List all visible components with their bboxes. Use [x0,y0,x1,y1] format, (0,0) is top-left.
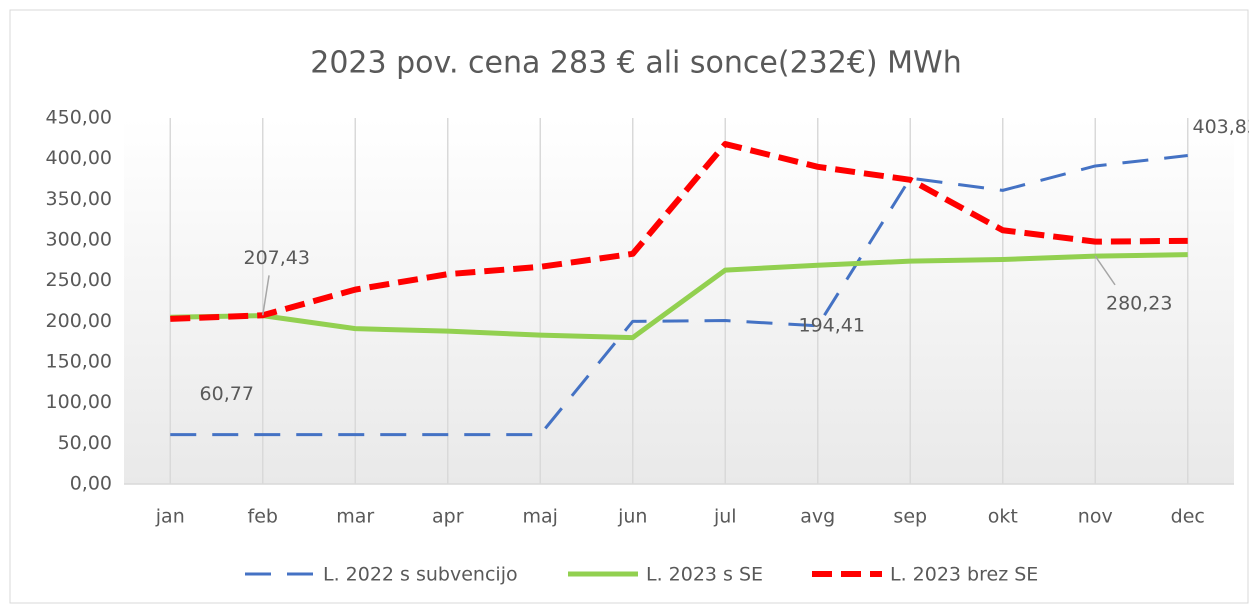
x-tick-label: jul [713,506,737,528]
series-line [170,252,1188,341]
legend-label: L. 2022 s subvencijo [323,564,518,586]
y-tick-label: 450,00 [46,107,112,129]
data-label: 403,83 [1193,116,1249,138]
x-tick-label: nov [1078,506,1113,528]
series-line [170,154,1188,437]
y-tick-label: 200,00 [46,310,112,332]
x-tick-label: maj [523,506,558,528]
y-tick-label: 150,00 [46,351,112,373]
y-tick-label: 100,00 [46,391,112,413]
data-label: 194,41 [799,314,865,336]
series-line [170,141,1188,322]
data-label: 280,23 [1106,293,1172,315]
y-tick-label: 300,00 [46,229,112,251]
y-tick-label: 400,00 [46,147,112,169]
data-label: 60,77 [200,383,254,405]
y-tick-label: 50,00 [58,432,112,454]
legend-label: L. 2023 brez SE [890,564,1038,586]
data-label: 207,43 [244,247,310,269]
x-tick-label: mar [336,506,374,528]
y-tick-label: 0,00 [70,473,112,495]
leader-line [1094,255,1116,286]
leader-line [262,275,270,316]
legend-label: L. 2023 s SE [646,564,763,586]
x-tick-label: dec [1171,506,1205,528]
x-tick-label: apr [432,506,464,528]
x-tick-label: feb [248,506,278,528]
x-tick-label: jun [617,506,647,528]
y-tick-label: 350,00 [46,188,112,210]
chart-title: 2023 pov. cena 283 € ali sonce(232€) MWh [310,46,961,81]
x-tick-label: okt [988,506,1018,528]
x-tick-label: avg [800,506,835,528]
x-tick-label: sep [893,506,927,528]
y-tick-label: 250,00 [46,269,112,291]
x-tick-label: jan [155,506,185,528]
